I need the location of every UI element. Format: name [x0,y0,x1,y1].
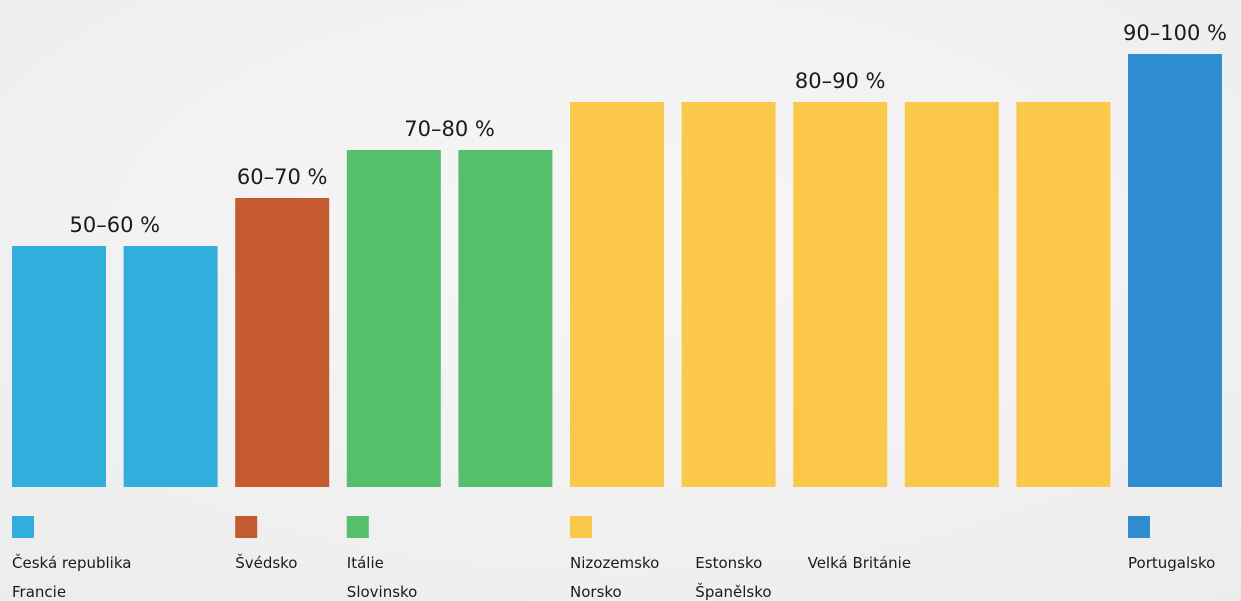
bar [235,198,330,487]
bar [346,150,441,487]
bar [123,246,218,487]
country-label: Itálie [347,554,384,572]
bar [681,102,776,487]
country-label: Velká Británie [808,554,911,572]
country-label: Česká republika [12,553,131,572]
country-label: Slovinsko [347,583,418,601]
country-label: Portugalsko [1128,554,1215,572]
bar [458,150,553,487]
bar [570,102,664,487]
bar [793,102,888,487]
group-label: 90–100 % [1123,21,1227,45]
group-label: 50–60 % [70,213,161,237]
country-label: Švédsko [235,553,297,572]
country-label: Francie [12,583,66,601]
bar [12,246,106,487]
bar [1128,54,1222,487]
legend-swatch [1128,516,1150,538]
legend-swatch [346,516,369,538]
country-label: Norsko [570,583,622,601]
group-label: 80–90 % [795,69,886,93]
country-label: Španělsko [695,582,771,601]
bar [1016,102,1111,487]
country-label: Nizozemsko [570,554,659,572]
legend-swatch [570,516,592,538]
legend-swatch [12,516,34,538]
group-label: 70–80 % [404,117,495,141]
group-label: 60–70 % [237,165,328,189]
bar [904,102,999,487]
country-label: Estonsko [695,554,762,572]
legend-swatch [235,516,258,538]
